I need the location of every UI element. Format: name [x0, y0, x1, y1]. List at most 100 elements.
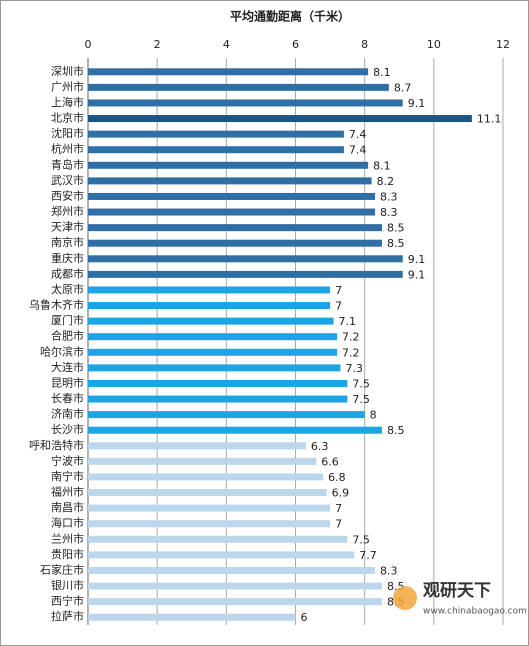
value-label: 8 [370, 409, 377, 422]
y-tick-label: 贵阳市 [51, 547, 84, 561]
value-label: 7.3 [345, 362, 363, 375]
y-tick-label: 西安市 [51, 188, 84, 202]
bar [88, 333, 337, 341]
value-label: 6.9 [332, 487, 350, 500]
bar [88, 489, 327, 497]
value-label: 7.2 [342, 346, 360, 359]
y-tick-label: 合肥市 [51, 329, 84, 343]
bar [88, 535, 348, 543]
y-tick-label: 上海市 [51, 95, 84, 109]
y-tick-label: 沈阳市 [51, 126, 84, 140]
x-tick-label: 2 [154, 38, 161, 51]
value-label: 8.7 [394, 81, 412, 94]
y-tick-label: 深圳市 [51, 64, 84, 78]
x-tick-label: 6 [292, 38, 299, 51]
y-tick-label: 郑州市 [51, 204, 84, 218]
value-label: 8.1 [373, 159, 391, 172]
y-tick-label: 兰州市 [51, 531, 84, 545]
y-tick-label: 长春市 [51, 391, 84, 405]
value-label: 7.5 [352, 533, 370, 546]
y-tick-label: 北京市 [51, 111, 84, 125]
y-tick-label: 太原市 [51, 282, 84, 296]
y-tick-label: 武汉市 [51, 173, 84, 187]
value-label: 9.1 [408, 97, 426, 110]
bar [88, 582, 382, 590]
bar [88, 442, 306, 450]
bar [88, 286, 331, 294]
y-tick-label: 宁波市 [51, 453, 84, 467]
value-label: 7 [335, 518, 342, 531]
bar [88, 302, 331, 310]
value-label: 7.2 [342, 331, 360, 344]
bar [88, 68, 369, 76]
bar [88, 239, 382, 247]
bar [88, 208, 376, 216]
bar [88, 99, 403, 107]
value-label: 8.5 [387, 424, 405, 437]
bar [88, 255, 403, 263]
bar [88, 613, 296, 621]
y-tick-label: 济南市 [51, 407, 84, 421]
y-tick-label: 银川市 [51, 578, 84, 592]
watermark-url: www.chinabaogao.com [423, 607, 527, 617]
value-label: 7 [335, 502, 342, 515]
y-tick-label: 西宁市 [51, 594, 84, 608]
watermark: 观研天下 www.chinabaogao.com [393, 581, 527, 617]
bar [88, 115, 472, 123]
value-label: 8.5 [387, 237, 405, 250]
bar [88, 551, 355, 559]
y-tick-label: 重庆市 [51, 251, 84, 265]
bar [88, 192, 376, 200]
y-tick-label: 福州市 [51, 485, 84, 499]
bar [88, 426, 382, 434]
bar [88, 457, 317, 465]
y-tick-label: 大连市 [51, 360, 84, 374]
value-label: 6.6 [321, 455, 339, 468]
value-label: 7 [335, 284, 342, 297]
y-tick-label: 青岛市 [51, 157, 84, 171]
x-tick-label: 8 [361, 38, 368, 51]
x-tick-label: 0 [85, 38, 92, 51]
watermark-logo [393, 586, 417, 610]
bar [88, 379, 348, 387]
bar [88, 473, 324, 481]
bar [88, 598, 382, 606]
bar [88, 161, 369, 169]
y-tick-label: 南宁市 [51, 469, 84, 483]
bar [88, 566, 376, 574]
value-label: 7.7 [359, 549, 377, 562]
value-label: 7.5 [352, 393, 370, 406]
y-tick-label: 呼和浩特市 [29, 438, 84, 452]
y-tick-label: 南昌市 [51, 500, 84, 514]
y-tick-label: 石家庄市 [40, 562, 84, 576]
value-label: 7.4 [349, 128, 367, 141]
y-tick-label: 南京市 [51, 235, 84, 249]
x-tick-label: 10 [427, 38, 441, 51]
y-tick-label: 成都市 [51, 266, 84, 280]
bar [88, 504, 331, 512]
value-label: 8.5 [387, 222, 405, 235]
value-label: 8.2 [377, 175, 395, 188]
value-label: 6 [301, 611, 308, 624]
value-label: 6.8 [328, 471, 346, 484]
bar [88, 270, 403, 278]
bar [88, 395, 348, 403]
y-tick-label: 广州市 [51, 79, 84, 93]
value-label: 6.3 [311, 440, 329, 453]
value-label: 9.1 [408, 253, 426, 266]
value-label: 7.5 [352, 377, 370, 390]
bar [88, 177, 372, 185]
x-tick-label: 12 [496, 38, 510, 51]
bar [88, 411, 365, 419]
bar [88, 364, 341, 372]
bar [88, 348, 337, 356]
value-label: 7.4 [349, 144, 367, 157]
x-tick-label: 4 [223, 38, 230, 51]
chart-title: 平均通勤距离（千米） [230, 9, 350, 24]
bar [88, 146, 344, 154]
value-label: 9.1 [408, 268, 426, 281]
y-tick-label: 杭州市 [51, 142, 84, 156]
y-tick-label: 海口市 [51, 516, 84, 530]
bar [88, 224, 382, 232]
